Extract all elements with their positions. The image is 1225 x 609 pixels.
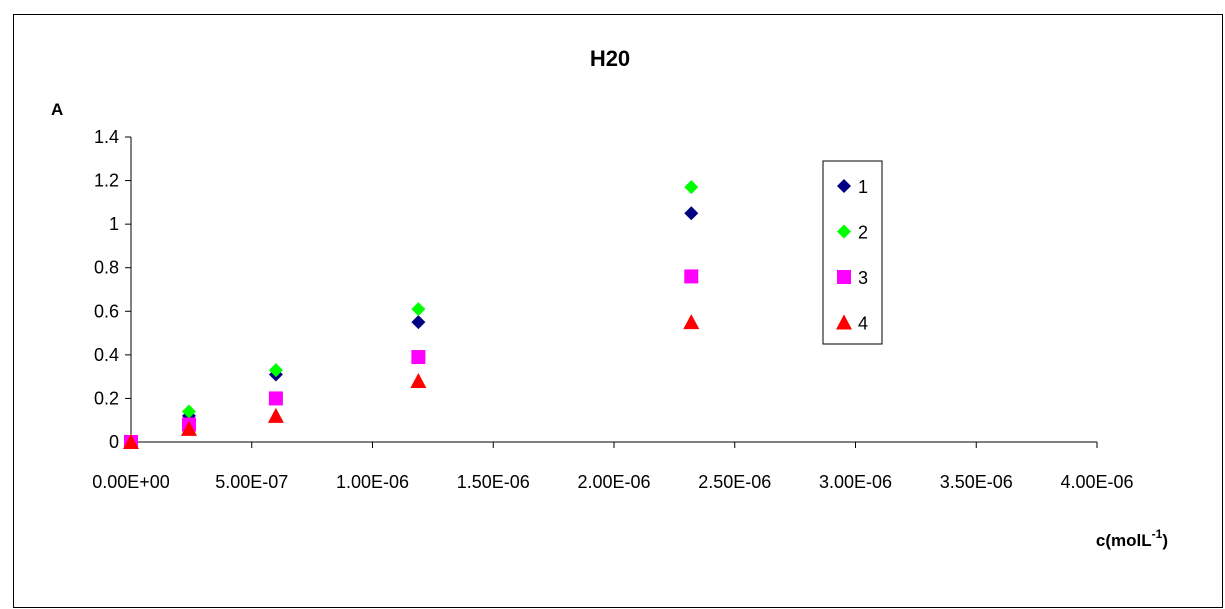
x-tick-label: 3.50E-06 [940, 472, 1013, 492]
legend-label: 4 [858, 314, 868, 334]
x-tick-label: 3.00E-06 [819, 472, 892, 492]
data-point [268, 363, 283, 378]
data-point [684, 206, 699, 221]
data-point [411, 315, 426, 330]
data-point [180, 420, 197, 436]
series-3 [124, 269, 699, 449]
x-tick-label: 5.00E-07 [215, 472, 288, 492]
series-1 [124, 206, 699, 449]
legend-marker [836, 314, 852, 330]
legend-marker [837, 270, 851, 284]
y-tick-label: 1.4 [94, 127, 119, 147]
legend-box [822, 160, 883, 345]
chart-area [13, 14, 1223, 608]
y-tick-label: 1.2 [94, 171, 119, 191]
x-tick-label: 1.00E-06 [336, 472, 409, 492]
x-tick-label: 2.50E-06 [698, 472, 771, 492]
data-point [410, 373, 427, 388]
data-point [181, 404, 196, 419]
data-point [411, 302, 426, 317]
data-point [411, 350, 426, 365]
y-tick-label: 0.8 [94, 258, 119, 278]
y-tick-label: 1 [109, 214, 119, 234]
legend-marker [837, 179, 851, 193]
legend-marker [837, 224, 851, 239]
y-axis-label: A [51, 100, 63, 119]
x-tick-label: 4.00E-06 [1060, 472, 1133, 492]
data-point [267, 407, 284, 423]
series-4 [123, 314, 700, 449]
y-tick-label: 0 [109, 432, 119, 452]
x-tick-label: 1.50E-06 [457, 472, 530, 492]
y-tick-label: 0.4 [94, 345, 119, 365]
data-point [123, 434, 139, 449]
data-point [683, 314, 700, 330]
chart-title: H20 [590, 46, 630, 71]
legend-label: 3 [858, 268, 868, 288]
y-tick-label: 0.6 [94, 301, 119, 321]
x-axis-label: c(molL-1) [1096, 527, 1168, 550]
series-2 [124, 180, 699, 449]
legend-label: 2 [858, 223, 868, 243]
data-point [684, 180, 699, 195]
x-tick-label: 2.00E-06 [577, 472, 650, 492]
data-point [268, 391, 283, 406]
legend-label: 1 [858, 177, 868, 197]
data-point [684, 269, 699, 284]
x-tick-label: 0.00E+00 [92, 472, 170, 492]
y-tick-label: 0.2 [94, 388, 119, 408]
